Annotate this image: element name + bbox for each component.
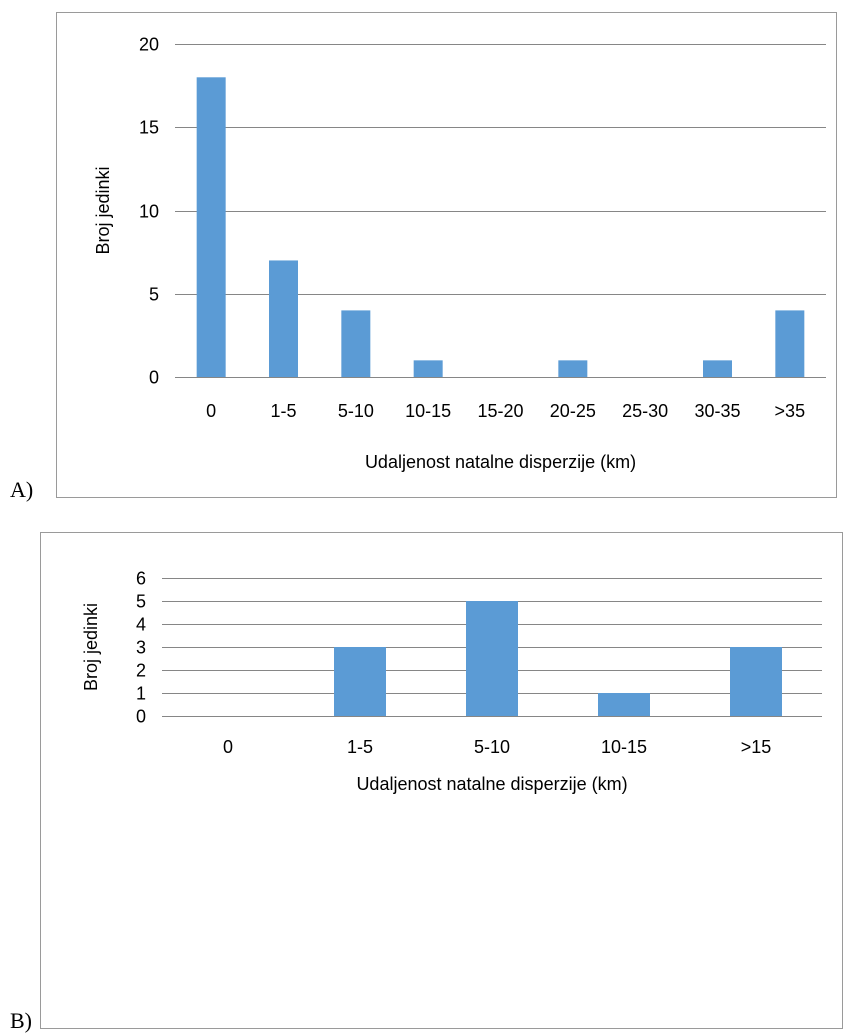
y-tick-label: 3	[136, 638, 146, 658]
chart-a-x-axis-label: Udaljenost natalne disperzije (km)	[365, 452, 636, 472]
y-tick-label: 1	[136, 684, 146, 704]
x-tick-label: 0	[223, 737, 233, 757]
chart-b-bars	[334, 601, 782, 716]
x-tick-label: 10-15	[601, 737, 647, 757]
x-tick-label: 1-5	[347, 737, 373, 757]
x-tick-label: >15	[741, 737, 772, 757]
chart-b-border	[40, 532, 843, 1029]
y-tick-label: 20	[139, 35, 159, 55]
y-tick-label: 6	[136, 569, 146, 589]
y-tick-label: 0	[136, 707, 146, 727]
chart-b-y-axis-label: Broj jedinki	[81, 603, 101, 691]
y-tick-label: 15	[139, 118, 159, 138]
chart-b-x-tick-labels: 0 1-5 5-10 10-15 >15	[223, 737, 771, 757]
bar	[269, 260, 298, 377]
bar	[703, 360, 732, 377]
chart-a: 0 5 10 15 20 0 1-5 5-10 10-15 15-20 20-25 25-30 30-…	[56, 12, 837, 498]
panel-label-a: A)	[10, 477, 34, 502]
bar	[730, 647, 782, 716]
chart-a-y-axis-label: Broj jedinki	[93, 166, 113, 254]
y-tick-label: 4	[136, 615, 146, 635]
x-tick-label: 25-30	[622, 401, 668, 421]
chart-a-y-tick-labels: 0 5 10 15 20	[139, 35, 159, 388]
y-tick-label: 5	[149, 285, 159, 305]
x-tick-label: 5-10	[338, 401, 374, 421]
chart-a-x-tick-labels: 0 1-5 5-10 10-15 15-20 20-25 25-30 30-35 >35	[206, 401, 805, 421]
x-tick-label: 10-15	[405, 401, 451, 421]
x-tick-label: 20-25	[550, 401, 596, 421]
y-tick-label: 10	[139, 202, 159, 222]
chart-b-x-axis-label: Udaljenost natalne disperzije (km)	[356, 774, 627, 794]
bar	[196, 77, 226, 378]
bar	[598, 693, 650, 716]
x-tick-label: 1-5	[270, 401, 296, 421]
x-tick-label: 5-10	[474, 737, 510, 757]
x-tick-label: >35	[775, 401, 806, 421]
x-tick-label: 0	[206, 401, 216, 421]
x-tick-label: 30-35	[694, 401, 740, 421]
bar	[775, 310, 805, 377]
bar	[466, 601, 518, 716]
y-tick-label: 2	[136, 661, 146, 681]
chart-b-y-tick-labels: 0 1 2 3 4 5 6	[136, 569, 146, 727]
bar	[334, 647, 386, 716]
chart-a-bars	[196, 77, 805, 378]
chart-b: 0 1 2 3 4 5 6 0 1-5 5-10 10-15 >15 Broj jedinki Ud…	[40, 532, 843, 1029]
x-tick-label: 15-20	[477, 401, 523, 421]
bar	[558, 360, 588, 377]
y-tick-label: 5	[136, 592, 146, 612]
bar	[341, 310, 371, 377]
panel-label-b: B)	[10, 1008, 32, 1033]
y-tick-label: 0	[149, 368, 159, 388]
bar	[413, 360, 443, 377]
chart-a-border	[56, 12, 837, 498]
